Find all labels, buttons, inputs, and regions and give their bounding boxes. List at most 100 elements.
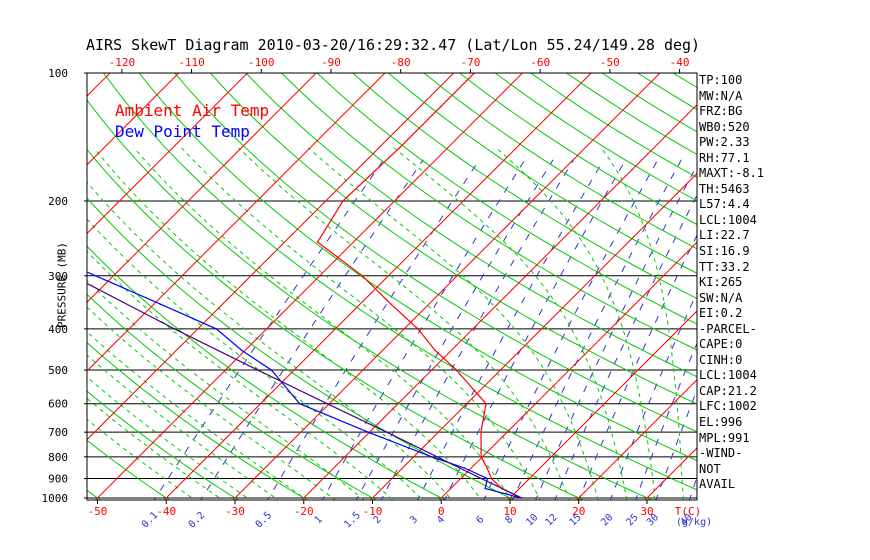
parameter-item: EI:0.2 (699, 306, 743, 321)
isotherm-line (87, 73, 249, 235)
mixing-ratio-label: 0.5 (254, 510, 275, 531)
series-point-dew-point-temp (367, 431, 370, 434)
dry-adiabat-line (102, 73, 697, 491)
parameter-item: -WIND- (699, 446, 743, 461)
moist-adiabat-line (238, 147, 570, 500)
pressure-tick-label: 600 (48, 398, 68, 411)
dry-adiabat-line (0, 32, 52, 516)
mixing-ratio-label: 10 (524, 512, 540, 528)
parameter-item: LCL:1004 (699, 368, 757, 383)
series-point-ambient-air-temp (390, 303, 392, 306)
pressure-tick-label: 200 (48, 195, 68, 208)
parameter-item: L57:4.4 (699, 197, 750, 212)
isotherm-line (94, 73, 524, 500)
parameter-item: LFC:1002 (699, 399, 757, 414)
isotherm-line (232, 73, 661, 500)
dry-adiabat-line (174, 73, 697, 433)
moist-adiabat-line (87, 376, 252, 500)
dry-adiabat-line (87, 245, 447, 500)
mixing-ratio-label: 1 (313, 514, 325, 526)
mixing-ratio-lines (153, 159, 697, 500)
series-line-ambient-air-temp (316, 73, 522, 499)
top-temp-tick-label: -120 (109, 56, 136, 69)
series-line-dew-point-temp (87, 271, 522, 499)
top-temp-tick-label: -110 (178, 56, 205, 69)
moist-adiabat-line (87, 397, 224, 500)
series-point-ambient-air-temp (490, 477, 493, 480)
mixing-ratio-label: 25 (624, 512, 640, 528)
dry-adiabat-line (351, 73, 697, 300)
sounding-parameters-panel: TP:100 MW:N/A FRZ:BG WB0:520 PW:2.33 RH:77.1 M… (699, 73, 764, 493)
moist-adiabat-line (87, 354, 280, 500)
isotherm-line (0, 54, 61, 516)
series-point-parcel (71, 275, 73, 277)
mixing-ratio-unit-label: (g/kg) (676, 517, 712, 528)
series-point-dew-point-temp (486, 477, 489, 480)
bottom-temp-tick-label: -10 (363, 505, 383, 518)
dry-adiabat-line (87, 390, 240, 500)
top-temp-tick-label: -60 (530, 56, 550, 69)
mixing-ratio-line-2 (380, 159, 575, 500)
mixing-ratio-line-6 (483, 159, 659, 500)
series-point-parcel (173, 328, 176, 330)
mixing-ratio-label: 4 (435, 514, 447, 526)
bottom-temp-tick-label: 20 (572, 505, 585, 518)
series-point-parcel (520, 497, 523, 499)
mixing-ratio-line-30 (655, 388, 697, 500)
dry-adiabat-line (458, 73, 697, 226)
series-point-dew-point-temp (298, 402, 301, 405)
mixing-ratio-line-8 (512, 159, 682, 500)
series-point-dew-point-temp (484, 487, 486, 490)
bottom-temp-tick-label: -50 (88, 505, 108, 518)
parameter-item: AVAIL (699, 477, 736, 492)
isotherm-line (507, 310, 697, 500)
isotherm-line (301, 104, 697, 500)
y-axis-label: PRESSURE (MB) (55, 241, 69, 329)
parameter-item: -PARCEL- (699, 321, 757, 336)
series-point-ambient-air-temp (480, 456, 482, 458)
bottom-temp-tick-label: 30 (640, 505, 653, 518)
mixing-ratio-line-3 (417, 159, 605, 500)
legend-dew-point-temp: Dew Point Temp (115, 122, 250, 141)
moist-adiabat-line (181, 147, 541, 500)
isotherm-line (438, 241, 697, 500)
moist-adiabat-line (393, 147, 628, 500)
mixing-ratio-label: 20 (599, 512, 615, 528)
data-series (71, 73, 523, 499)
isotherm-line (87, 73, 455, 441)
dry-adiabat-line (423, 73, 697, 250)
moist-adiabat-line (87, 331, 308, 500)
series-point-ambient-air-temp (361, 275, 364, 277)
parameter-item: EL:996 (699, 415, 743, 430)
series-point-dew-point-temp (159, 303, 162, 306)
parameter-item: SW:N/A (699, 290, 743, 305)
top-temp-tick-label: -70 (460, 56, 480, 69)
series-point-ambient-air-temp (417, 328, 419, 330)
moist-adiabat-line (495, 147, 656, 500)
pressure-tick-label: 1000 (42, 492, 69, 505)
isotherm-line (576, 379, 697, 500)
series-point-parcel (480, 477, 483, 480)
moist-adiabat-line (133, 147, 512, 500)
series-point-ambient-air-temp (439, 105, 442, 108)
dry-adiabat-line (87, 99, 653, 500)
mixing-ratio-line-20 (609, 291, 697, 500)
mixing-ratio-line-1 (321, 159, 526, 500)
bottom-temp-tick-label: -40 (156, 505, 176, 518)
isotherm-line (163, 73, 592, 500)
series-point-parcel (458, 467, 461, 469)
dry-adiabat-line (138, 73, 697, 462)
dry-adiabat-line (209, 73, 697, 405)
parameter-item: CINH:0 (699, 352, 743, 367)
dry-adiabat-line (87, 197, 516, 500)
mixing-ratio-line-15 (578, 234, 697, 500)
bottom-temp-tick-label: 0 (438, 505, 445, 518)
parameter-item: KI:265 (699, 275, 743, 290)
isotherm-line (87, 73, 317, 303)
series-point-dew-point-temp (463, 467, 466, 469)
dry-adiabat-line (87, 439, 171, 500)
series-point-ambient-air-temp (342, 200, 344, 202)
dry-adiabat-line (87, 293, 378, 500)
mixing-ratio-line-10 (535, 164, 697, 500)
chart-title: AIRS SkewT Diagram 2010-03-20/16:29:32.4… (86, 36, 701, 54)
